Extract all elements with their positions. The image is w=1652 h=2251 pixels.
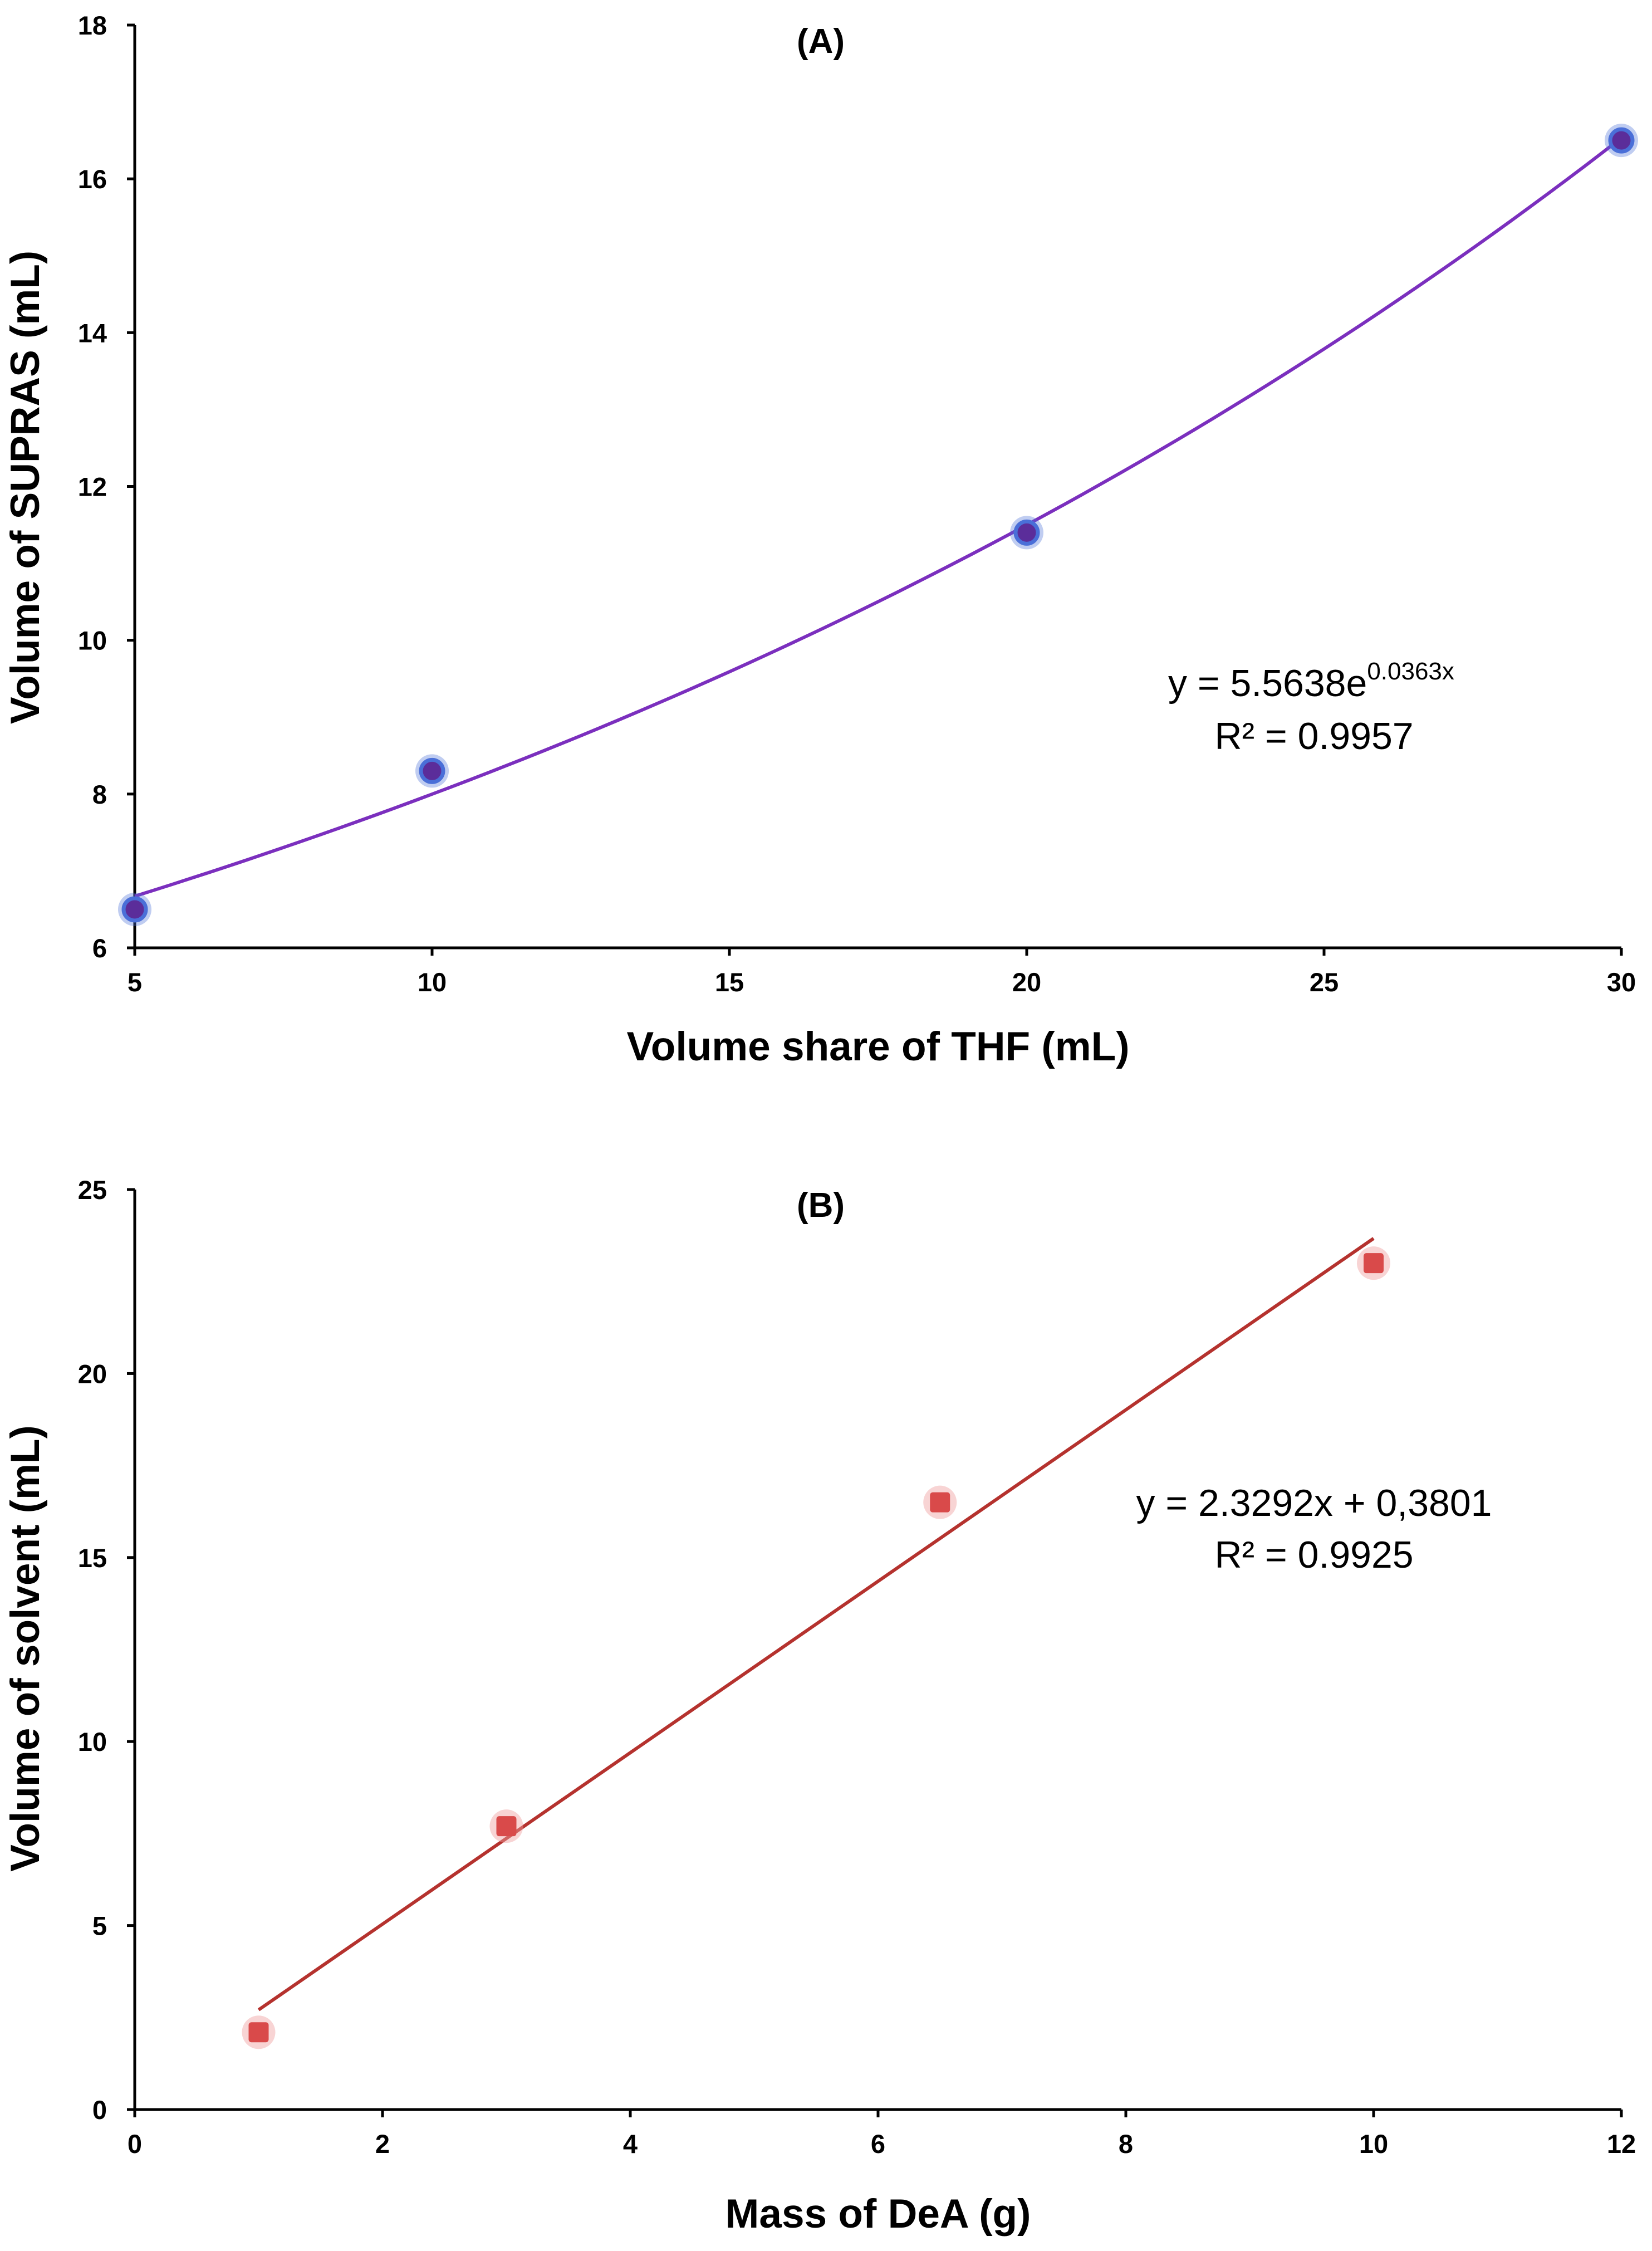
panel-b-trendline-group <box>257 1237 1375 2012</box>
data-point <box>419 757 445 784</box>
panel-b-ticks: 0 2 4 6 8 10 12 0 5 10 15 20 25 <box>78 1175 1636 2159</box>
data-point <box>496 1816 517 1837</box>
panel-b-equation: y = 2.3292x + 0,3801 <box>1136 1482 1492 1524</box>
y-tick-label: 6 <box>92 933 107 963</box>
x-tick-label: 6 <box>871 2129 885 2159</box>
panel-a-title: (A) <box>797 22 845 61</box>
data-point <box>248 2022 269 2043</box>
panel-a-x-axis-title: Volume share of THF (mL) <box>626 1024 1129 1069</box>
y-tick-label: 12 <box>78 472 107 502</box>
x-tick-label: 8 <box>1119 2129 1133 2159</box>
panel-a-chart: 5 10 15 20 25 30 6 8 10 12 14 16 18 (A) Volume share… <box>3 11 1638 1069</box>
y-tick-label: 10 <box>78 626 107 655</box>
y-tick-label: 14 <box>78 318 107 348</box>
panel-a-trendline-group <box>134 136 1622 898</box>
panel-b-y-axis-title: Volume of solvent (mL) <box>3 1425 48 1872</box>
panel-b-points <box>242 1246 1390 2049</box>
y-tick-label: 16 <box>78 164 107 194</box>
x-tick-label: 5 <box>128 967 142 997</box>
x-tick-label: 20 <box>1012 967 1041 997</box>
panel-a-equation: y = 5.5638e0.0363x <box>1168 658 1454 704</box>
y-tick-label: 15 <box>78 1543 107 1573</box>
panel-a-r-squared: R² = 0.9957 <box>1214 715 1413 757</box>
y-tick-label: 25 <box>78 1175 107 1205</box>
panel-a-ticks: 5 10 15 20 25 30 6 8 10 12 14 16 18 <box>78 11 1636 997</box>
panel-b-r-squared: R² = 0.9925 <box>1214 1534 1413 1576</box>
exponential-trendline <box>134 136 1622 898</box>
x-tick-label: 10 <box>418 967 447 997</box>
x-tick-label: 25 <box>1310 967 1339 997</box>
data-point <box>1364 1253 1384 1274</box>
data-point <box>1608 127 1635 154</box>
x-tick-label: 12 <box>1607 2129 1636 2159</box>
y-tick-label: 10 <box>78 1727 107 1756</box>
x-tick-label: 4 <box>623 2129 638 2159</box>
panel-b-title: (B) <box>797 1186 845 1225</box>
data-point <box>121 896 148 923</box>
x-tick-label: 0 <box>128 2129 142 2159</box>
x-tick-label: 2 <box>375 2129 390 2159</box>
panel-a-equation-exponent: 0.0363x <box>1367 658 1454 685</box>
x-tick-label: 30 <box>1607 967 1636 997</box>
x-tick-label: 10 <box>1359 2129 1388 2159</box>
data-point <box>930 1492 950 1513</box>
panel-a-equation-base: y = 5.5638e <box>1168 662 1367 704</box>
panel-a-y-axis-title: Volume of SUPRAS (mL) <box>3 251 48 724</box>
panel-a-points <box>118 124 1638 926</box>
y-tick-label: 20 <box>78 1359 107 1388</box>
x-tick-label: 15 <box>715 967 744 997</box>
panel-b-x-axis-title: Mass of DeA (g) <box>725 2191 1031 2237</box>
y-tick-label: 18 <box>78 11 107 40</box>
y-tick-label: 5 <box>92 1911 107 1941</box>
y-tick-label: 0 <box>92 2095 107 2125</box>
y-tick-label: 8 <box>92 780 107 809</box>
data-point <box>1013 519 1040 546</box>
linear-trendline <box>257 1237 1375 2012</box>
